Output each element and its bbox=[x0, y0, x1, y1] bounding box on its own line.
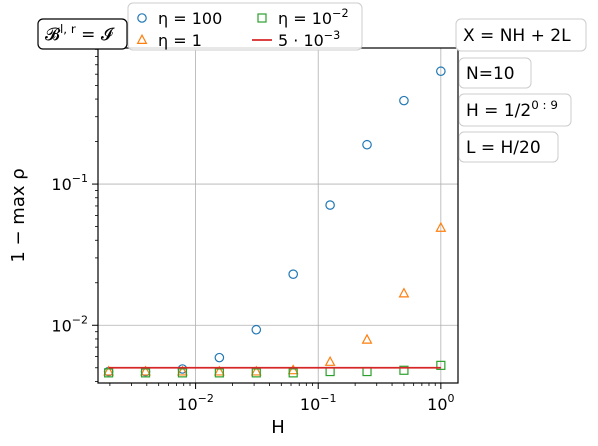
annotation-text-text: H = 1/2 bbox=[466, 101, 531, 121]
legend-entry: 5 · 10−3 bbox=[252, 29, 340, 50]
legend-label: η = 1 bbox=[158, 31, 202, 50]
annotation-b-eq-i: 𝓑l, r = 𝓘 bbox=[37, 18, 128, 50]
data-point-triangle bbox=[435, 221, 447, 232]
x-tick-label-base: 10 bbox=[177, 395, 197, 414]
legend-entry: η = 1 bbox=[136, 31, 202, 50]
annotation-text-text: X = NH + 2L bbox=[463, 26, 571, 46]
x-tick-label: 10−1 bbox=[300, 392, 337, 414]
data-point-square bbox=[436, 360, 446, 370]
annotation-box bbox=[458, 93, 572, 127]
data-point-circle bbox=[436, 66, 446, 77]
legend-entry: η = 100 bbox=[137, 9, 222, 28]
data-point-square bbox=[288, 368, 298, 378]
x-axis-label: H bbox=[271, 417, 285, 438]
x-tick-label: 100 bbox=[427, 392, 454, 414]
legend-entry: η = 10−2 bbox=[257, 7, 349, 28]
series-2 bbox=[104, 360, 446, 378]
legend-label-superscript: −2 bbox=[332, 7, 349, 20]
data-point-square bbox=[251, 368, 261, 378]
data-point-circle bbox=[214, 352, 225, 363]
y-tick-label: 10−1 bbox=[51, 172, 88, 194]
legend-label-text: η = 10 bbox=[278, 9, 332, 28]
x-tick-label-exponent: 0 bbox=[448, 392, 455, 405]
legend-marker-square bbox=[257, 13, 267, 23]
x-tick-label-base: 10 bbox=[300, 395, 320, 414]
y-tick-label: 10−2 bbox=[51, 313, 88, 335]
data-point-triangle bbox=[177, 365, 188, 376]
annotation-text-text: L = H/20 bbox=[466, 138, 541, 158]
data-point-circle bbox=[399, 95, 409, 106]
annotation-box bbox=[455, 18, 587, 52]
annotation-text-text: = 𝓘 bbox=[76, 25, 115, 45]
legend-label-text: η = 1 bbox=[158, 31, 202, 50]
data-point-triangle bbox=[250, 365, 262, 376]
legend-marker-triangle bbox=[136, 33, 148, 45]
data-point-circle bbox=[288, 269, 298, 279]
annotation-text: N=10 bbox=[466, 64, 515, 84]
data-point-triangle bbox=[324, 355, 336, 366]
annotation-h-def: H = 1/20 : 9 bbox=[458, 93, 572, 127]
data-point-triangle bbox=[103, 365, 115, 376]
legend-label: 5 · 10−3 bbox=[278, 29, 340, 50]
annotation-text-text: 𝓑 bbox=[45, 25, 61, 45]
data-point-square bbox=[399, 365, 409, 375]
annotation-text: X = NH + 2L bbox=[463, 26, 571, 46]
annotation-l-def: L = H/20 bbox=[458, 131, 559, 163]
legend-label: η = 10−2 bbox=[278, 7, 349, 28]
annotation-box bbox=[458, 57, 532, 89]
data-point-circle bbox=[362, 139, 372, 150]
grid bbox=[98, 48, 458, 383]
data-point-triangle bbox=[361, 333, 373, 344]
x-tick-label-base: 10 bbox=[427, 395, 447, 414]
y-tick-label-base: 10 bbox=[51, 316, 71, 335]
annotation-text-superscript: l, r bbox=[60, 22, 76, 36]
data-point-square bbox=[104, 368, 114, 378]
annotation-text-text: N=10 bbox=[466, 64, 515, 84]
data-point-triangle bbox=[140, 365, 151, 376]
annotation-text: 𝓑l, r = 𝓘 bbox=[45, 22, 115, 45]
x-tick-label-exponent: −2 bbox=[198, 392, 214, 405]
y-axis-label: 1 − max ρ bbox=[8, 168, 29, 262]
data-point-triangle bbox=[398, 287, 410, 298]
annotation-text-superscript: 0 : 9 bbox=[531, 98, 558, 112]
x-tick-label-exponent: −1 bbox=[320, 392, 336, 405]
y-tick-label-base: 10 bbox=[51, 175, 71, 194]
annotation-text: H = 1/20 : 9 bbox=[466, 98, 558, 121]
legend-label-superscript: −3 bbox=[324, 29, 341, 42]
annotation-x-def: X = NH + 2L bbox=[455, 18, 587, 52]
annotation-n-def: N=10 bbox=[458, 57, 532, 89]
legend-label: η = 100 bbox=[158, 9, 222, 28]
y-tick-label-exponent: −1 bbox=[72, 172, 88, 185]
legend-box bbox=[127, 2, 363, 51]
annotation-box bbox=[37, 18, 128, 50]
data-point-square bbox=[140, 368, 151, 378]
legend-marker-circle bbox=[137, 13, 147, 23]
legend-label-text: 5 · 10 bbox=[278, 31, 324, 50]
annotations: 𝓑l, r = 𝓘 X = NH + 2L N=10 H = 1/20 : 9 L = … bbox=[37, 18, 587, 163]
annotation-text: L = H/20 bbox=[466, 138, 541, 158]
data-point-square bbox=[177, 368, 188, 378]
data-point-triangle bbox=[287, 364, 299, 375]
series-layer bbox=[103, 66, 447, 378]
series-1 bbox=[103, 221, 447, 376]
data-point-circle bbox=[251, 324, 262, 335]
x-tick-label: 10−2 bbox=[177, 392, 214, 414]
y-tick-label-exponent: −2 bbox=[72, 313, 88, 326]
annotation-box bbox=[458, 131, 559, 163]
legend-label-text: η = 100 bbox=[158, 9, 222, 28]
data-point-triangle bbox=[213, 365, 225, 376]
data-point-circle bbox=[325, 200, 335, 210]
data-point-square bbox=[214, 368, 224, 378]
